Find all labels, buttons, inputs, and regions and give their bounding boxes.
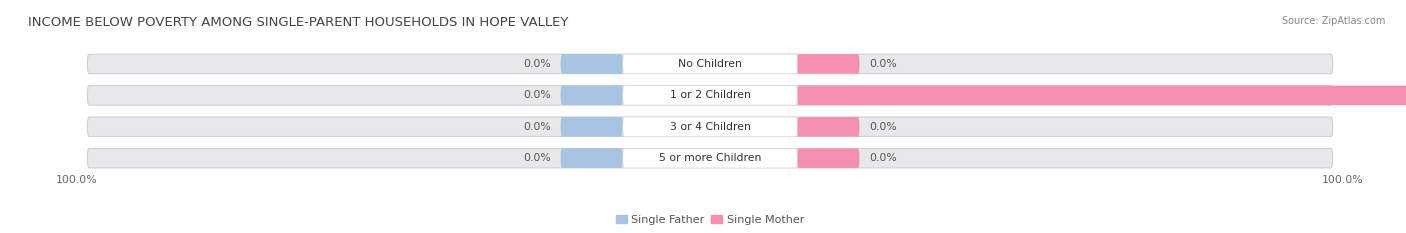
FancyBboxPatch shape	[623, 117, 797, 137]
Text: No Children: No Children	[678, 59, 742, 69]
FancyBboxPatch shape	[623, 86, 797, 105]
FancyBboxPatch shape	[623, 54, 797, 74]
FancyBboxPatch shape	[797, 54, 859, 74]
FancyBboxPatch shape	[87, 117, 1333, 137]
Text: 0.0%: 0.0%	[869, 122, 897, 132]
Text: 0.0%: 0.0%	[523, 153, 551, 163]
Text: 0.0%: 0.0%	[523, 122, 551, 132]
FancyBboxPatch shape	[87, 148, 1333, 168]
Text: 1 or 2 Children: 1 or 2 Children	[669, 90, 751, 100]
FancyBboxPatch shape	[561, 54, 623, 74]
FancyBboxPatch shape	[797, 117, 859, 137]
FancyBboxPatch shape	[797, 86, 1406, 105]
Text: 0.0%: 0.0%	[869, 153, 897, 163]
Text: 0.0%: 0.0%	[523, 90, 551, 100]
Text: 100.0%: 100.0%	[1322, 175, 1364, 185]
Text: 0.0%: 0.0%	[523, 59, 551, 69]
Text: 100.0%: 100.0%	[56, 175, 98, 185]
FancyBboxPatch shape	[623, 148, 797, 168]
Text: 3 or 4 Children: 3 or 4 Children	[669, 122, 751, 132]
FancyBboxPatch shape	[87, 54, 1333, 74]
FancyBboxPatch shape	[87, 86, 1333, 105]
Legend: Single Father, Single Mother: Single Father, Single Mother	[612, 210, 808, 229]
FancyBboxPatch shape	[561, 86, 623, 105]
Text: 0.0%: 0.0%	[869, 59, 897, 69]
FancyBboxPatch shape	[797, 148, 859, 168]
FancyBboxPatch shape	[561, 148, 623, 168]
Text: INCOME BELOW POVERTY AMONG SINGLE-PARENT HOUSEHOLDS IN HOPE VALLEY: INCOME BELOW POVERTY AMONG SINGLE-PARENT…	[28, 16, 568, 29]
Text: 5 or more Children: 5 or more Children	[659, 153, 761, 163]
FancyBboxPatch shape	[561, 117, 623, 137]
Text: Source: ZipAtlas.com: Source: ZipAtlas.com	[1281, 16, 1385, 26]
